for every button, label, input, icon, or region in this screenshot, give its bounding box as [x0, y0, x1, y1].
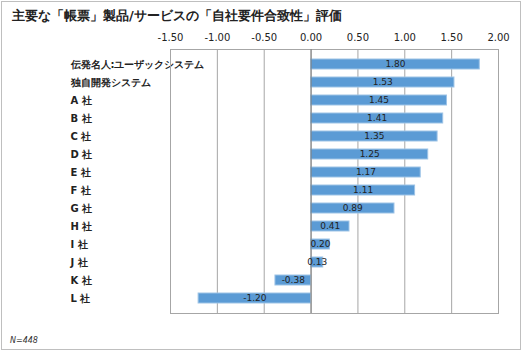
svg-text:1.25: 1.25	[360, 149, 380, 159]
svg-text:K 社: K 社	[71, 275, 92, 286]
svg-text:0.89: 0.89	[343, 203, 363, 213]
svg-text:1.35: 1.35	[364, 131, 384, 141]
svg-text:0.20: 0.20	[310, 239, 330, 249]
svg-text:0.00: 0.00	[300, 32, 322, 43]
svg-text:1.53: 1.53	[373, 77, 393, 87]
svg-text:C 社: C 社	[71, 131, 92, 142]
svg-text:1.45: 1.45	[369, 95, 389, 105]
svg-text:-1.20: -1.20	[243, 293, 267, 303]
svg-text:E 社: E 社	[71, 167, 91, 178]
svg-text:1.00: 1.00	[394, 32, 416, 43]
svg-text:L 社: L 社	[71, 293, 91, 304]
html-text:主要な「帳票」製品/サービスの「自社要件合致性」評価: 主要な「帳票」製品/サービスの「自社要件合致性」評価	[12, 8, 342, 23]
svg-text:0.13: 0.13	[307, 257, 327, 267]
svg-text:1.17: 1.17	[356, 167, 376, 177]
svg-text:伝発名人:ユーザックシステム: 伝発名人:ユーザックシステム	[70, 59, 205, 70]
svg-text:B 社: B 社	[71, 113, 92, 124]
svg-text:J 社: J 社	[70, 257, 88, 268]
svg-text:G 社: G 社	[71, 203, 93, 214]
svg-text:-1.50: -1.50	[158, 32, 184, 43]
svg-text:A 社: A 社	[71, 95, 92, 106]
svg-text:0.50: 0.50	[347, 32, 369, 43]
svg-text:1.50: 1.50	[441, 32, 463, 43]
html-text:N=448: N=448	[10, 336, 38, 345]
svg-text:F 社: F 社	[71, 185, 91, 196]
svg-text:0.41: 0.41	[320, 221, 340, 231]
svg-text:1.11: 1.11	[353, 185, 373, 195]
svg-text:1.80: 1.80	[385, 59, 405, 69]
svg-text:1.41: 1.41	[367, 113, 387, 123]
svg-text:I 社: I 社	[71, 239, 88, 250]
svg-text:D 社: D 社	[71, 149, 93, 160]
svg-text:-1.00: -1.00	[204, 32, 230, 43]
svg-text:-0.50: -0.50	[251, 32, 277, 43]
svg-text:2.00: 2.00	[487, 32, 509, 43]
svg-text:-0.38: -0.38	[282, 275, 306, 285]
svg-text:独自開発システム: 独自開発システム	[70, 77, 151, 88]
svg-text:H 社: H 社	[71, 221, 93, 232]
